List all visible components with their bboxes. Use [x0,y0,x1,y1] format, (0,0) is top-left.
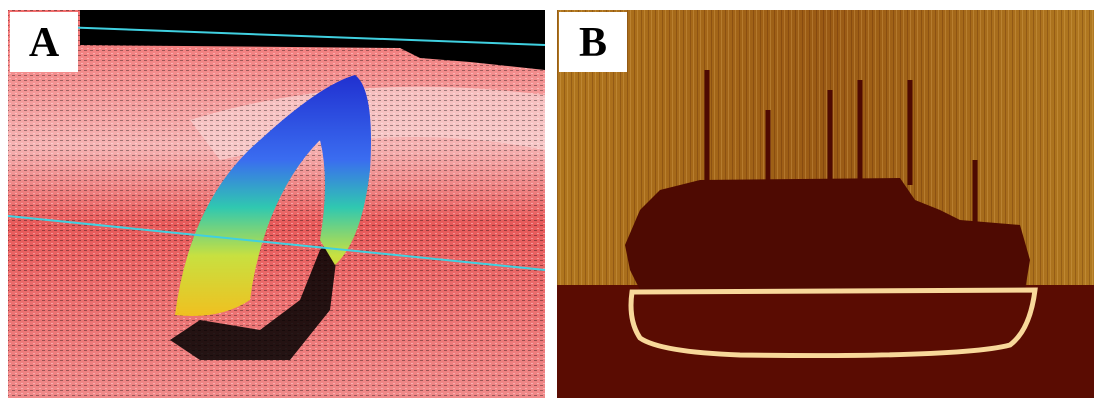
figure: A B [0,0,1102,405]
panel-b: B [557,10,1094,398]
panel-label: A [29,20,60,66]
page: A B (() => { const data = JSON.parse(doc… [0,0,1102,405]
panel-a: A [8,10,545,398]
wreck-hull [631,290,1035,356]
panel-label: B [579,20,607,66]
